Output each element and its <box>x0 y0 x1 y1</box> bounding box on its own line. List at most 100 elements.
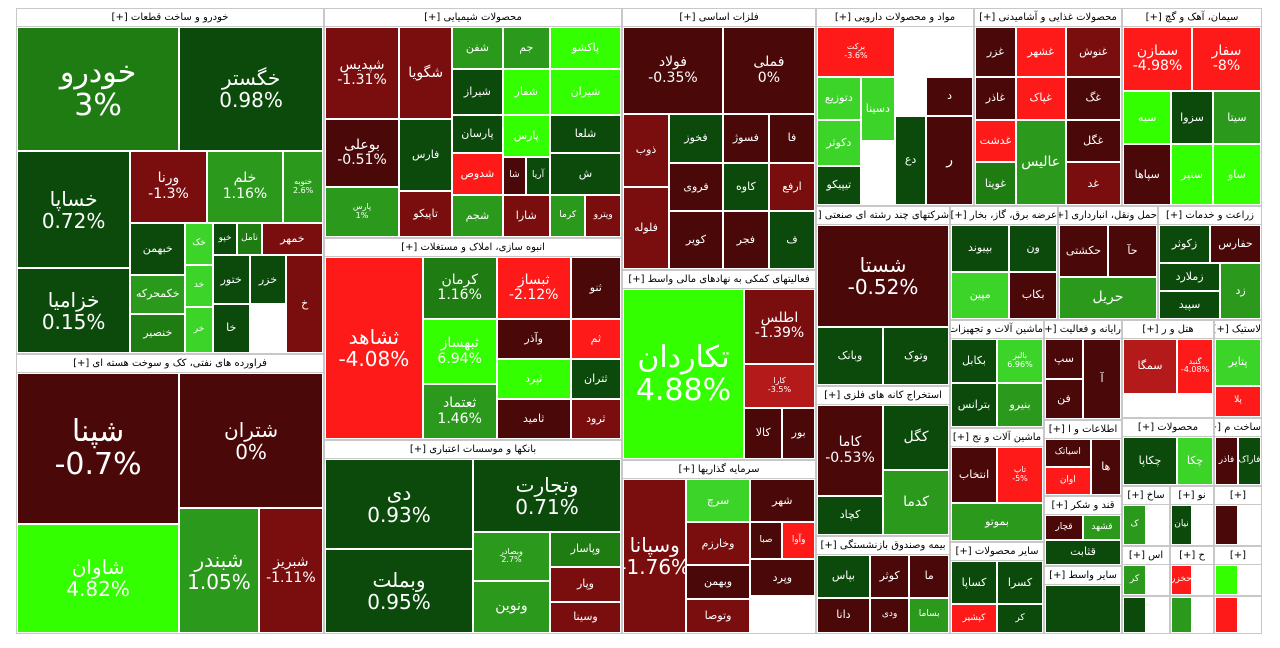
stock-tile[interactable]: غگل <box>1065 119 1121 163</box>
stock-tile[interactable]: کرما <box>549 195 586 237</box>
sector-header[interactable]: فراورده های نفتی، کک و سوخت هسته ای [+] <box>17 355 323 373</box>
stock-tile[interactable]: ثم <box>570 318 621 359</box>
stock-tile[interactable]: ثشاهد -4.08% <box>325 257 423 439</box>
stock-tile[interactable]: فارس <box>399 119 453 191</box>
sector-header[interactable]: [+] <box>1215 487 1261 505</box>
stock-tile[interactable]: ثعتماد 1.46% <box>422 384 497 439</box>
stock-tile[interactable]: کر <box>1123 565 1146 595</box>
stock-tile[interactable]: کدما <box>883 470 949 535</box>
stock-tile[interactable]: زملارد <box>1159 262 1221 291</box>
stock-tile[interactable]: وتجارت 0.71% <box>473 459 621 533</box>
sector-header[interactable]: انبوه سازی، املاک و مستغلات [+] <box>325 239 621 257</box>
stock-tile[interactable]: پاکشو <box>549 27 621 69</box>
stock-tile[interactable]: کالا <box>743 408 783 459</box>
stock-tile[interactable]: بالبر 6.96% <box>997 339 1043 383</box>
stock-tile[interactable]: ثنو <box>570 257 621 319</box>
stock-tile[interactable]: حکشتی <box>1059 225 1108 277</box>
stock-tile[interactable]: آ <box>1083 339 1121 419</box>
stock-tile[interactable]: سپ <box>1045 339 1083 379</box>
stock-tile[interactable]: غشهر <box>1015 27 1066 77</box>
sector-header[interactable]: استخراج کانه های فلزی [+] <box>817 387 949 405</box>
sector-header[interactable]: قند و شکر [+] <box>1045 497 1121 515</box>
stock-tile[interactable]: وسینا <box>549 601 621 633</box>
stock-tile[interactable]: وخارزم <box>686 522 750 566</box>
stock-tile[interactable]: غگ <box>1065 76 1121 120</box>
stock-tile[interactable]: کاوه <box>722 162 769 211</box>
stock-tile[interactable]: شجم <box>452 195 503 237</box>
stock-tile[interactable]: صبا <box>749 522 783 560</box>
stock-tile[interactable] <box>1215 565 1238 595</box>
stock-tile[interactable]: وپرد <box>749 559 815 597</box>
stock-tile[interactable]: فروی <box>669 162 723 211</box>
sector-header[interactable]: ساخ [+] <box>1123 487 1169 505</box>
sector-header[interactable]: ح [+] <box>1171 547 1213 565</box>
stock-tile[interactable]: خد <box>185 264 213 308</box>
stock-tile[interactable]: بکاب <box>1009 272 1057 319</box>
stock-tile[interactable]: فلوله <box>623 186 670 269</box>
sector-header[interactable]: اطلاعات و ا [+] <box>1045 421 1121 439</box>
sector-header[interactable]: سرمایه گذاریها [+] <box>623 461 815 479</box>
stock-tile[interactable]: تیپیکو <box>817 165 861 205</box>
stock-tile[interactable]: ما <box>909 555 949 598</box>
stock-tile[interactable]: حخزر <box>1171 565 1192 595</box>
sector-header[interactable]: سایر محصولات [+] <box>951 543 1043 561</box>
stock-tile[interactable]: اسیاتک <box>1045 439 1091 467</box>
stock-tile[interactable]: فملی 0% <box>722 27 815 115</box>
stock-tile[interactable]: خکمحرکه <box>130 274 186 314</box>
stock-tile[interactable]: سمگا <box>1123 339 1177 394</box>
stock-tile[interactable]: خودرو 3% <box>17 27 180 151</box>
stock-tile[interactable]: پارس <box>502 115 550 158</box>
stock-tile[interactable]: فجر <box>722 210 769 269</box>
stock-tile[interactable]: سزوا <box>1171 91 1213 145</box>
stock-tile[interactable]: ثتران <box>570 358 621 399</box>
stock-tile[interactable]: شارا <box>502 195 550 237</box>
stock-tile[interactable]: شیران <box>549 69 621 116</box>
stock-tile[interactable]: شفار <box>502 69 550 116</box>
stock-tile[interactable]: ساو <box>1212 144 1261 205</box>
stock-tile[interactable]: خلم 1.16% <box>206 150 284 223</box>
stock-tile[interactable]: ف <box>768 210 815 269</box>
stock-tile[interactable]: شتران 0% <box>179 373 323 509</box>
stock-tile[interactable]: عالیس <box>1015 119 1066 205</box>
stock-tile[interactable]: فولاد -0.35% <box>623 27 723 115</box>
sector-header[interactable]: خودرو و ساخت قطعات [+] <box>17 9 323 27</box>
stock-tile[interactable]: وتوصا <box>686 599 750 633</box>
stock-tile[interactable]: خر <box>185 307 213 353</box>
stock-tile[interactable]: وبهمن <box>686 565 750 600</box>
stock-tile[interactable]: خپو <box>212 222 238 256</box>
stock-tile[interactable]: شپدیس -1.31% <box>325 27 399 120</box>
stock-tile[interactable]: اطلس -1.39% <box>743 289 815 364</box>
stock-tile[interactable]: زکوثر <box>1159 225 1210 263</box>
stock-tile[interactable]: سنیر <box>1171 144 1213 205</box>
stock-tile[interactable]: فا <box>768 114 815 163</box>
stock-tile[interactable]: ثپرد <box>496 358 571 399</box>
stock-tile[interactable]: شفن <box>452 27 503 69</box>
stock-tile[interactable]: قشهد <box>1083 515 1121 540</box>
stock-tile[interactable]: وبانک <box>817 327 883 385</box>
stock-tile[interactable]: وسپانا-1.76% <box>623 479 687 633</box>
stock-tile[interactable]: ودی <box>869 597 910 633</box>
stock-tile[interactable]: ثبساز -2.12% <box>496 257 571 319</box>
stock-tile[interactable]: زد <box>1220 262 1261 319</box>
sector-header[interactable]: [+] <box>1215 547 1261 565</box>
stock-tile[interactable]: ش <box>549 153 621 195</box>
stock-tile[interactable]: بنیرو <box>997 383 1043 427</box>
stock-tile[interactable] <box>1045 585 1121 633</box>
stock-tile[interactable]: ارفع <box>768 162 815 211</box>
stock-tile[interactable]: شدوص <box>452 153 503 195</box>
sector-header[interactable]: بیمه وصندوق بازنشستگی [+] <box>817 537 949 555</box>
stock-tile[interactable]: حریل <box>1059 276 1157 319</box>
stock-tile[interactable]: کوثر <box>869 555 910 598</box>
sector-header[interactable]: رایانه و فعالیت [+] <box>1045 321 1121 339</box>
stock-tile[interactable]: تکاردان 4.88% <box>623 289 744 459</box>
sector-header[interactable]: ماشین آلات و نج [+] <box>951 429 1043 447</box>
stock-tile[interactable]: غاذر <box>975 76 1016 120</box>
stock-tile[interactable]: مپین <box>951 272 1010 319</box>
stock-tile[interactable]: خزامیا 0.15% <box>17 268 131 353</box>
stock-tile[interactable]: فخوز <box>669 114 723 163</box>
stock-tile[interactable]: ونوین <box>473 580 550 633</box>
stock-tile[interactable]: غزر <box>975 27 1016 77</box>
stock-tile[interactable]: فسوژ <box>722 114 769 163</box>
stock-tile[interactable]: برکت -3.6% <box>817 27 895 77</box>
sector-header[interactable]: بانکها و موسسات اعتباری [+] <box>325 441 621 459</box>
